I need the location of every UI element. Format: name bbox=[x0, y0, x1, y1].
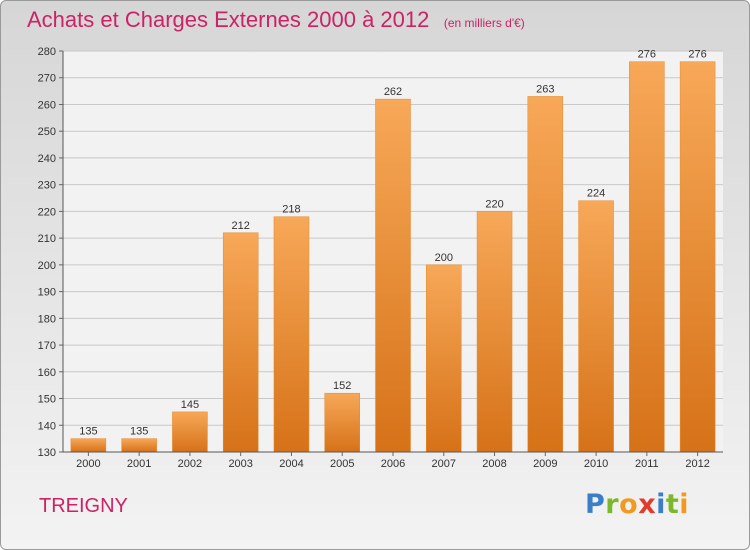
value-label-2007: 200 bbox=[435, 252, 453, 264]
x-tick-label-2004: 2004 bbox=[279, 458, 303, 470]
y-tick-label: 220 bbox=[38, 206, 56, 218]
value-label-2000: 135 bbox=[79, 426, 97, 438]
value-labels: 135 135 145 212 218 152 262 200 220 263 224 276 276 bbox=[79, 49, 707, 438]
y-tick-label: 270 bbox=[38, 73, 56, 85]
commune-name: TREIGNY bbox=[39, 495, 128, 517]
value-label-2005: 152 bbox=[333, 380, 351, 392]
bar-2006 bbox=[375, 98, 411, 453]
logo-letter: i bbox=[656, 489, 666, 520]
proxiti-logo: Proxiti bbox=[585, 489, 689, 520]
y-tick-label: 140 bbox=[38, 420, 56, 432]
y-tick-label: 160 bbox=[38, 367, 56, 379]
axes: 130 140 150 160 170 180 190 200 210 220 230 240 250 2… bbox=[38, 46, 723, 470]
bars bbox=[70, 61, 716, 453]
logo-letter: r bbox=[605, 489, 620, 520]
y-tick-label: 280 bbox=[38, 46, 56, 58]
bar-2003 bbox=[222, 232, 259, 453]
bar-2012 bbox=[679, 61, 716, 453]
value-label-2008: 220 bbox=[485, 198, 503, 210]
y-tick-label: 240 bbox=[38, 153, 56, 165]
logo-letter: P bbox=[585, 489, 606, 520]
logo-letter: o bbox=[619, 489, 639, 520]
bar-2010 bbox=[578, 200, 614, 453]
value-label-2009: 263 bbox=[536, 83, 554, 95]
y-tick-label: 180 bbox=[38, 313, 56, 325]
x-tick-label-2002: 2002 bbox=[178, 458, 202, 470]
chart-title: Achats et Charges Externes 2000 à 2012 bbox=[27, 7, 430, 32]
y-tick-label: 230 bbox=[38, 180, 56, 192]
bar-2011 bbox=[629, 61, 665, 453]
x-tick-label-2005: 2005 bbox=[330, 458, 354, 470]
title-row: Achats et Charges Externes 2000 à 2012 (… bbox=[27, 7, 525, 33]
y-tick-label: 130 bbox=[38, 447, 56, 459]
value-label-2004: 218 bbox=[282, 204, 300, 216]
value-label-2012: 276 bbox=[688, 49, 706, 61]
bar-2007 bbox=[426, 264, 462, 453]
bar-2001 bbox=[121, 438, 157, 453]
bar-2005 bbox=[324, 392, 360, 453]
y-tick-label: 260 bbox=[38, 99, 56, 111]
x-tick-label-2006: 2006 bbox=[381, 458, 405, 470]
y-tick-label: 210 bbox=[38, 233, 56, 245]
value-label-2001: 135 bbox=[130, 426, 148, 438]
x-tick-label-2007: 2007 bbox=[432, 458, 456, 470]
x-tick-label-2000: 2000 bbox=[76, 458, 100, 470]
bar-2004 bbox=[273, 216, 310, 453]
y-tick-label: 170 bbox=[38, 340, 56, 352]
bar-2002 bbox=[172, 411, 208, 453]
value-label-2011: 276 bbox=[638, 49, 656, 61]
value-label-2010: 224 bbox=[587, 188, 605, 200]
logo-letter: i bbox=[679, 489, 690, 520]
x-tick-label-2011: 2011 bbox=[635, 458, 659, 470]
bar-2008 bbox=[476, 211, 513, 453]
y-tick-label: 190 bbox=[38, 287, 56, 299]
y-tick-label: 250 bbox=[38, 126, 56, 138]
logo-letter: t bbox=[665, 489, 680, 520]
x-tick-label-2003: 2003 bbox=[228, 458, 252, 470]
x-tick-label-2010: 2010 bbox=[584, 458, 608, 470]
value-label-2002: 145 bbox=[181, 399, 199, 411]
value-label-2006: 262 bbox=[384, 86, 402, 98]
bar-2000 bbox=[70, 438, 107, 453]
x-tick-label-2009: 2009 bbox=[533, 458, 557, 470]
value-label-2003: 212 bbox=[232, 220, 250, 232]
bar-2009 bbox=[527, 96, 564, 453]
y-tick-label: 200 bbox=[38, 260, 56, 272]
x-tick-label-2008: 2008 bbox=[482, 458, 506, 470]
x-tick-label-2001: 2001 bbox=[127, 458, 151, 470]
x-tick-label-2012: 2012 bbox=[685, 458, 709, 470]
chart-subtitle: (en milliers d'€) bbox=[443, 16, 525, 30]
y-tick-label: 150 bbox=[38, 394, 56, 406]
logo-letter: x bbox=[638, 489, 657, 520]
